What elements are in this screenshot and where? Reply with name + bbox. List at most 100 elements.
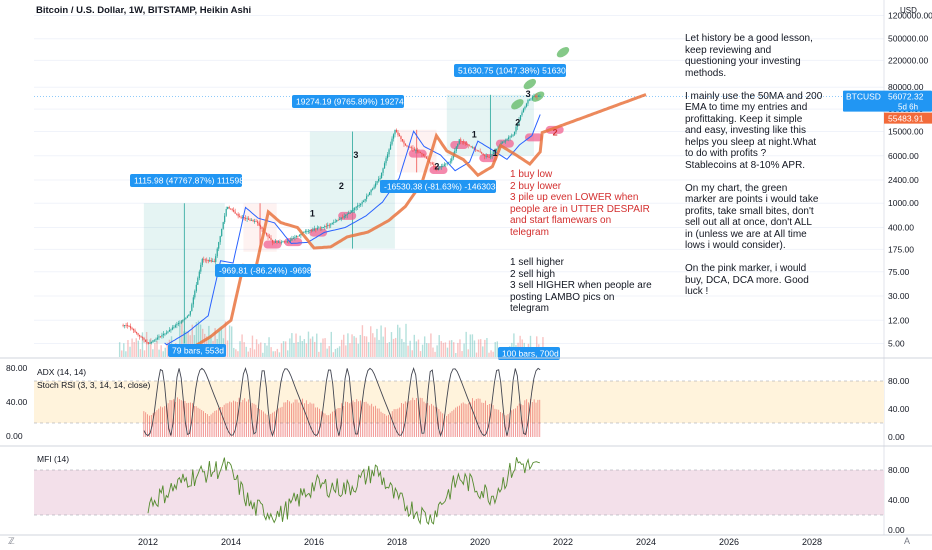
stoch-label: Stoch RSI (3, 3, 14, 14, close): [37, 380, 151, 390]
time-tick-label: 2012: [138, 537, 158, 547]
volume-bar: [461, 351, 463, 357]
volume-bar: [457, 342, 459, 357]
candle-body: [357, 205, 359, 207]
candle-body: [194, 291, 196, 298]
candle-body: [454, 150, 456, 155]
volume-bar: [536, 336, 538, 357]
candle-body: [530, 98, 532, 100]
candle-body: [283, 241, 286, 243]
candle-body: [409, 147, 411, 149]
price-tag-time: 5d 6h: [898, 103, 918, 112]
volume-bar: [195, 322, 198, 357]
candle-body: [213, 261, 215, 263]
price-tick-label: 15000.00: [888, 127, 924, 137]
candle-body: [352, 210, 354, 211]
candle-body: [448, 162, 450, 164]
volume-bar: [384, 327, 386, 357]
candle-body: [123, 325, 126, 326]
candle-body: [418, 151, 420, 153]
candle-body: [218, 242, 220, 249]
candle-body: [224, 215, 226, 223]
candle-body: [295, 236, 298, 237]
candle-body: [234, 211, 236, 214]
volume-bar: [243, 342, 245, 357]
candle-body: [503, 141, 505, 143]
volume-bar: [340, 339, 343, 357]
candle-body: [346, 213, 348, 216]
volume-bar: [365, 336, 368, 357]
price-tick-label: 220000.00: [888, 55, 928, 65]
volume-bar: [291, 333, 293, 357]
candle-body: [165, 332, 168, 334]
candle-body: [472, 147, 474, 149]
osc-left-tick: 40.00: [6, 397, 28, 407]
candle-body: [255, 220, 257, 222]
volume-bar: [125, 351, 127, 357]
price-tag-value: 56072.32: [888, 92, 924, 102]
candle-body: [150, 342, 153, 343]
volume-bar: [253, 349, 256, 357]
candle-body: [134, 330, 136, 332]
candle-body: [476, 150, 478, 151]
candle-body: [307, 230, 309, 232]
auto-scale-icon[interactable]: A: [904, 536, 910, 546]
candle-body: [221, 228, 223, 237]
stoch-line: [143, 366, 541, 438]
candle-body: [153, 339, 156, 341]
volume-bar: [322, 338, 324, 357]
candle-body: [129, 326, 132, 329]
candle-body: [292, 238, 295, 239]
candle-body: [348, 213, 350, 215]
candle-body: [206, 259, 208, 261]
candle-body: [388, 149, 390, 155]
timezone-icon[interactable]: ℤ: [8, 536, 15, 546]
candle-body: [449, 161, 451, 163]
candle-body: [531, 96, 534, 99]
ema-tag-value: 55483.91: [888, 114, 924, 124]
bars-label-1-text: 79 bars, 553d: [172, 346, 224, 356]
candle-body: [481, 152, 483, 154]
price-axis[interactable]: 1200000.00500000.00220000.0080000.003500…: [843, 6, 932, 348]
candle-body: [392, 134, 395, 139]
candle-body: [167, 331, 169, 333]
volume-bar: [214, 328, 216, 357]
volume-bar: [326, 348, 328, 357]
volume-bar: [255, 339, 258, 357]
price-tag: [843, 90, 932, 112]
candle-body: [416, 149, 419, 152]
volume-bar: [423, 336, 426, 357]
volume-bar: [394, 337, 397, 357]
candle-body: [126, 325, 129, 327]
candle-body: [509, 136, 511, 138]
volume-bar: [249, 347, 252, 357]
candle-body: [188, 314, 190, 317]
volume-bar: [421, 344, 424, 357]
volume-bar: [407, 345, 409, 357]
mfi-pane[interactable]: MFI (14) 80.00 40.00 0.00: [34, 454, 910, 535]
candle-body: [360, 203, 362, 206]
candle-body: [197, 278, 199, 285]
candle-body: [258, 223, 260, 226]
candle-body: [162, 333, 165, 336]
time-axis[interactable]: 2012 2014 2016 2018 2020 2022 2024 2026 2028: [138, 537, 822, 547]
candle-body: [140, 336, 142, 338]
volume-bar: [465, 331, 467, 357]
candle-body: [125, 325, 127, 326]
volume-bar: [154, 343, 156, 357]
candle-body: [176, 324, 178, 326]
volume-bar: [166, 342, 169, 357]
candle-body: [168, 329, 171, 332]
candle-body: [179, 322, 181, 324]
volume-bar: [295, 333, 297, 357]
candle-body: [227, 206, 229, 209]
volume-bar: [301, 341, 303, 357]
candle-body: [527, 100, 529, 104]
oscillator-pane[interactable]: ADX (14, 14) Stoch RSI (3, 3, 14, 14, clo…: [6, 363, 910, 442]
candle-body: [132, 328, 135, 331]
drop-label-2-text: -16530.38 (-81.63%) -1463038: [384, 182, 501, 192]
candle-body: [525, 103, 528, 107]
candle-body: [152, 340, 154, 343]
candle-body: [215, 256, 217, 263]
candle-body: [439, 166, 441, 169]
